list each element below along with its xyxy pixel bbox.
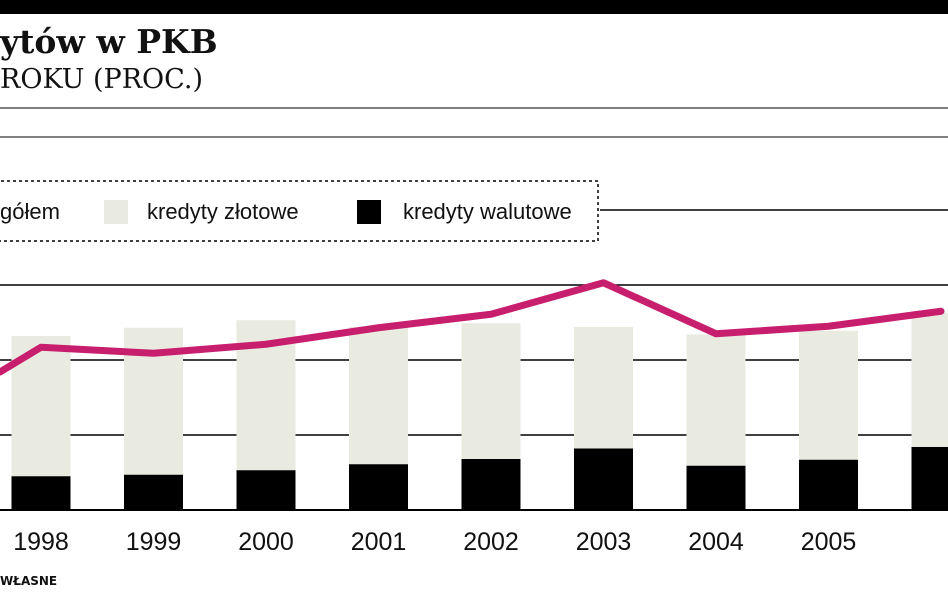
legend-swatch-zloty [104, 200, 128, 224]
legend-label-walutowe: kredyty walutowe [403, 199, 572, 224]
bar-walutowe-2005 [799, 459, 858, 510]
bar-zloty-2002 [461, 323, 521, 459]
source-note: WŁASNE [0, 574, 58, 588]
bar-zloty-2004 [686, 334, 746, 466]
legend: gółem kredyty złotowe kredyty walutowe [0, 180, 599, 242]
x-tick-label: 2000 [238, 528, 294, 556]
bar-zloty-200 [911, 312, 948, 447]
total-line [0, 279, 945, 376]
x-tick-label: 2002 [463, 528, 519, 556]
x-tick-label: 2003 [576, 528, 632, 556]
bar-zloty-2001 [349, 327, 408, 465]
top-bar [0, 0, 948, 14]
bar-zloty-2003 [574, 327, 633, 449]
legend-box [0, 180, 599, 242]
x-axis: 19981999200020012002200320042005200 [13, 528, 857, 556]
bar-walutowe-2004 [686, 465, 746, 510]
header-separators [0, 107, 948, 138]
legend-label-zloty: kredyty złotowe [147, 199, 299, 224]
bar-walutowe-1999 [124, 474, 183, 510]
x-tick-label: 2004 [688, 528, 744, 556]
bar-walutowe-2001 [349, 464, 408, 510]
bar-walutowe-1998 [11, 476, 71, 510]
x-tick-label: 2001 [351, 528, 407, 556]
line-ogolem [0, 279, 945, 376]
bar-walutowe-2003 [574, 448, 633, 510]
legend-label-ogolem: gółem [0, 199, 60, 224]
bars [11, 312, 948, 510]
bar-walutowe-2002 [461, 459, 521, 510]
chart-title: ytów w PKB [0, 22, 218, 61]
x-tick-label: 1998 [13, 528, 69, 556]
bar-walutowe-200 [911, 447, 948, 510]
x-tick-label: 2005 [801, 528, 857, 556]
legend-swatch-walutowe [357, 200, 381, 224]
bar-walutowe-2000 [236, 470, 296, 510]
bar-zloty-2005 [799, 330, 858, 460]
chart-subtitle: ROKU (PROC.) [0, 64, 203, 95]
x-tick-label: 1999 [126, 528, 182, 556]
